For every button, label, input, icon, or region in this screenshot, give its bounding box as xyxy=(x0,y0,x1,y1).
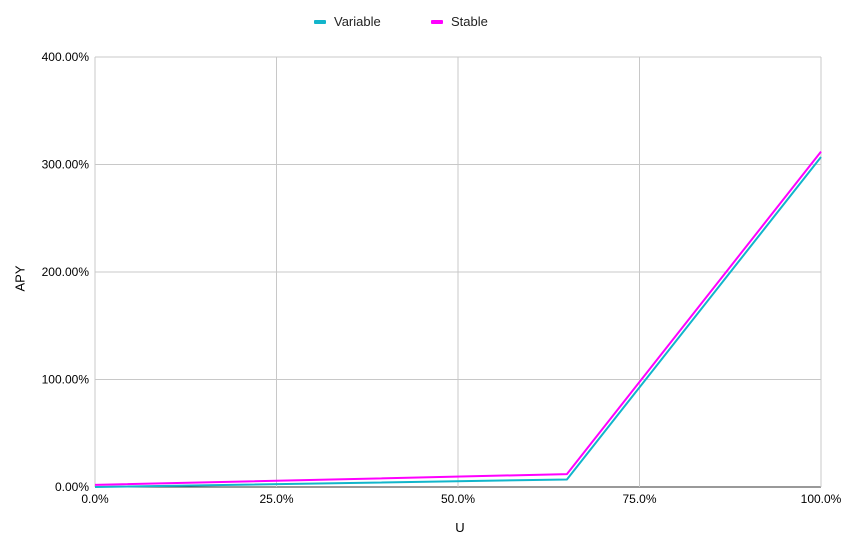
legend-label-stable: Stable xyxy=(451,14,488,29)
x-tick-label: 25.0% xyxy=(259,492,293,506)
y-tick-label: 400.00% xyxy=(42,50,90,64)
y-tick-label: 100.00% xyxy=(42,373,90,387)
x-tick-label: 0.0% xyxy=(81,492,109,506)
y-tick-label: 200.00% xyxy=(42,265,90,279)
series-line-stable xyxy=(94,150,822,486)
legend-swatch-stable xyxy=(431,19,443,24)
x-axis-label: U xyxy=(455,520,465,535)
x-tick-label: 75.0% xyxy=(622,492,656,506)
y-tick-label: 0.00% xyxy=(55,480,89,494)
x-tick-label: 100.0% xyxy=(801,492,842,506)
legend: Variable Stable xyxy=(0,14,861,34)
legend-item-stable[interactable]: Stable xyxy=(431,14,488,29)
series-line-variable xyxy=(94,156,822,488)
x-tick-label: 50.0% xyxy=(441,492,475,506)
legend-label-variable: Variable xyxy=(334,14,381,29)
y-tick-label: 300.00% xyxy=(42,158,90,172)
legend-item-variable[interactable]: Variable xyxy=(314,14,381,29)
legend-swatch-variable xyxy=(314,19,326,24)
